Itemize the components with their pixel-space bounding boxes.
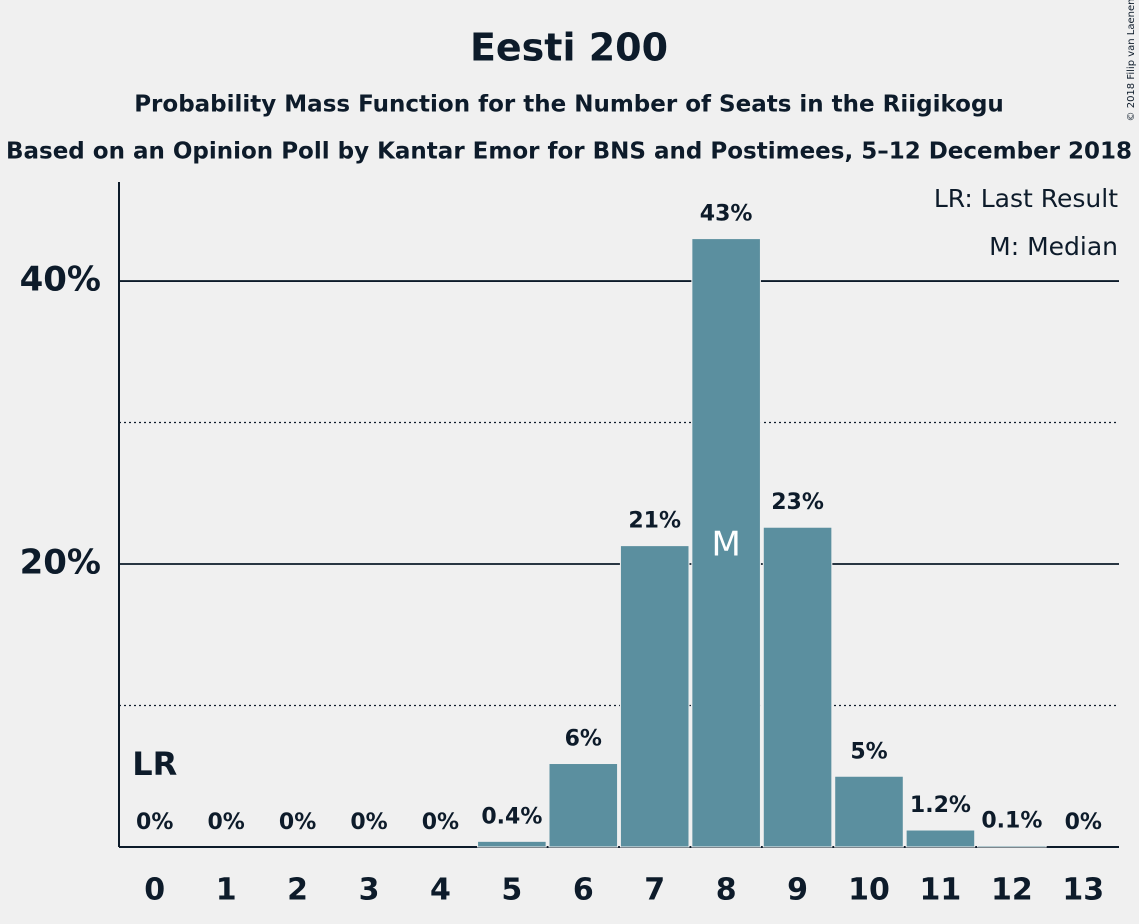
value-label: 0%	[350, 810, 387, 835]
value-label: 0.1%	[981, 809, 1042, 834]
x-tick-label: 7	[644, 873, 665, 908]
x-tick-label: 4	[430, 873, 451, 908]
value-label: 0%	[207, 810, 244, 835]
chart-subtitle: Based on an Opinion Poll by Kantar Emor …	[6, 139, 1132, 165]
bar	[691, 238, 761, 848]
legend-entry: LR: Last Result	[934, 184, 1118, 213]
chart-subtitle: Probability Mass Function for the Number…	[134, 92, 1004, 118]
x-tick-label: 13	[1062, 873, 1104, 908]
y-tick-label: 40%	[20, 260, 101, 300]
bar	[762, 526, 833, 848]
bar	[619, 545, 690, 848]
value-label: 21%	[628, 509, 681, 534]
bar	[477, 840, 547, 848]
value-label: 0%	[136, 810, 173, 835]
x-tick-label: 6	[573, 873, 594, 908]
value-label: 5%	[850, 739, 887, 764]
median-marker: M	[711, 525, 740, 565]
legend-entry: M: Median	[989, 232, 1118, 261]
x-tick-label: 3	[359, 873, 380, 908]
x-tick-label: 11	[920, 873, 962, 908]
value-label: 6%	[565, 727, 602, 752]
x-tick-label: 9	[787, 873, 808, 908]
copyright: © 2018 Filip van Laenen	[1126, 0, 1137, 121]
bar	[905, 829, 976, 848]
value-label: 1.2%	[910, 793, 971, 818]
x-tick-label: 8	[716, 873, 737, 908]
x-tick-label: 12	[991, 873, 1033, 908]
value-label: 0%	[422, 810, 459, 835]
value-label: 0%	[279, 810, 316, 835]
last-result-marker: LR	[132, 745, 177, 783]
x-tick-label: 0	[144, 873, 165, 908]
x-tick-label: 1	[216, 873, 237, 908]
x-tick-label: 5	[501, 873, 522, 908]
bar	[834, 775, 904, 848]
chart-title: Eesti 200	[470, 26, 668, 70]
bar	[977, 845, 1047, 848]
x-tick-label: 10	[848, 873, 890, 908]
y-tick-label: 20%	[20, 543, 101, 583]
value-label: 23%	[771, 490, 824, 515]
x-tick-label: 2	[287, 873, 308, 908]
value-label: 0%	[1065, 810, 1102, 835]
value-label: 43%	[700, 202, 753, 227]
value-label: 0.4%	[481, 804, 542, 829]
bar	[548, 763, 619, 848]
